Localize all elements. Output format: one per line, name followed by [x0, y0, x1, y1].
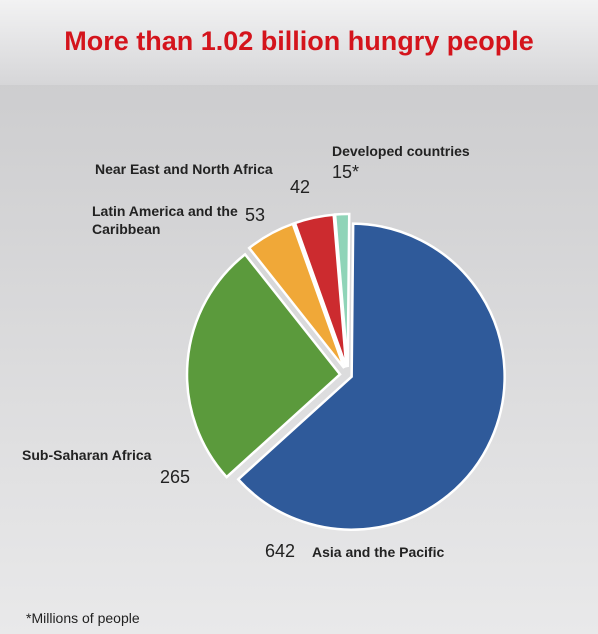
pie-slice: [185, 252, 342, 479]
slice-label: Developed countries: [332, 143, 470, 159]
value-label: 42: [290, 177, 311, 197]
pie-slice: [247, 222, 346, 369]
slice-label: Sub-Saharan Africa: [22, 447, 152, 463]
pie-slice: [293, 213, 348, 368]
pie-slice: [236, 222, 506, 531]
slice-label: Asia and the Pacific: [312, 544, 445, 560]
value-label: 53: [245, 205, 266, 225]
pie: [185, 212, 506, 531]
slice-label: Near East and North Africa: [95, 161, 273, 177]
value-label: 642: [265, 541, 296, 561]
pie-slice: [333, 212, 351, 368]
value-label: 15*: [332, 162, 360, 182]
chart-title: More than 1.02 billion hungry people: [64, 26, 534, 56]
slice-label: Latin America and the Caribbean: [92, 203, 238, 237]
footnote: *Millions of people: [26, 610, 140, 626]
header-band: [0, 0, 598, 85]
value-label: 265: [160, 467, 191, 487]
